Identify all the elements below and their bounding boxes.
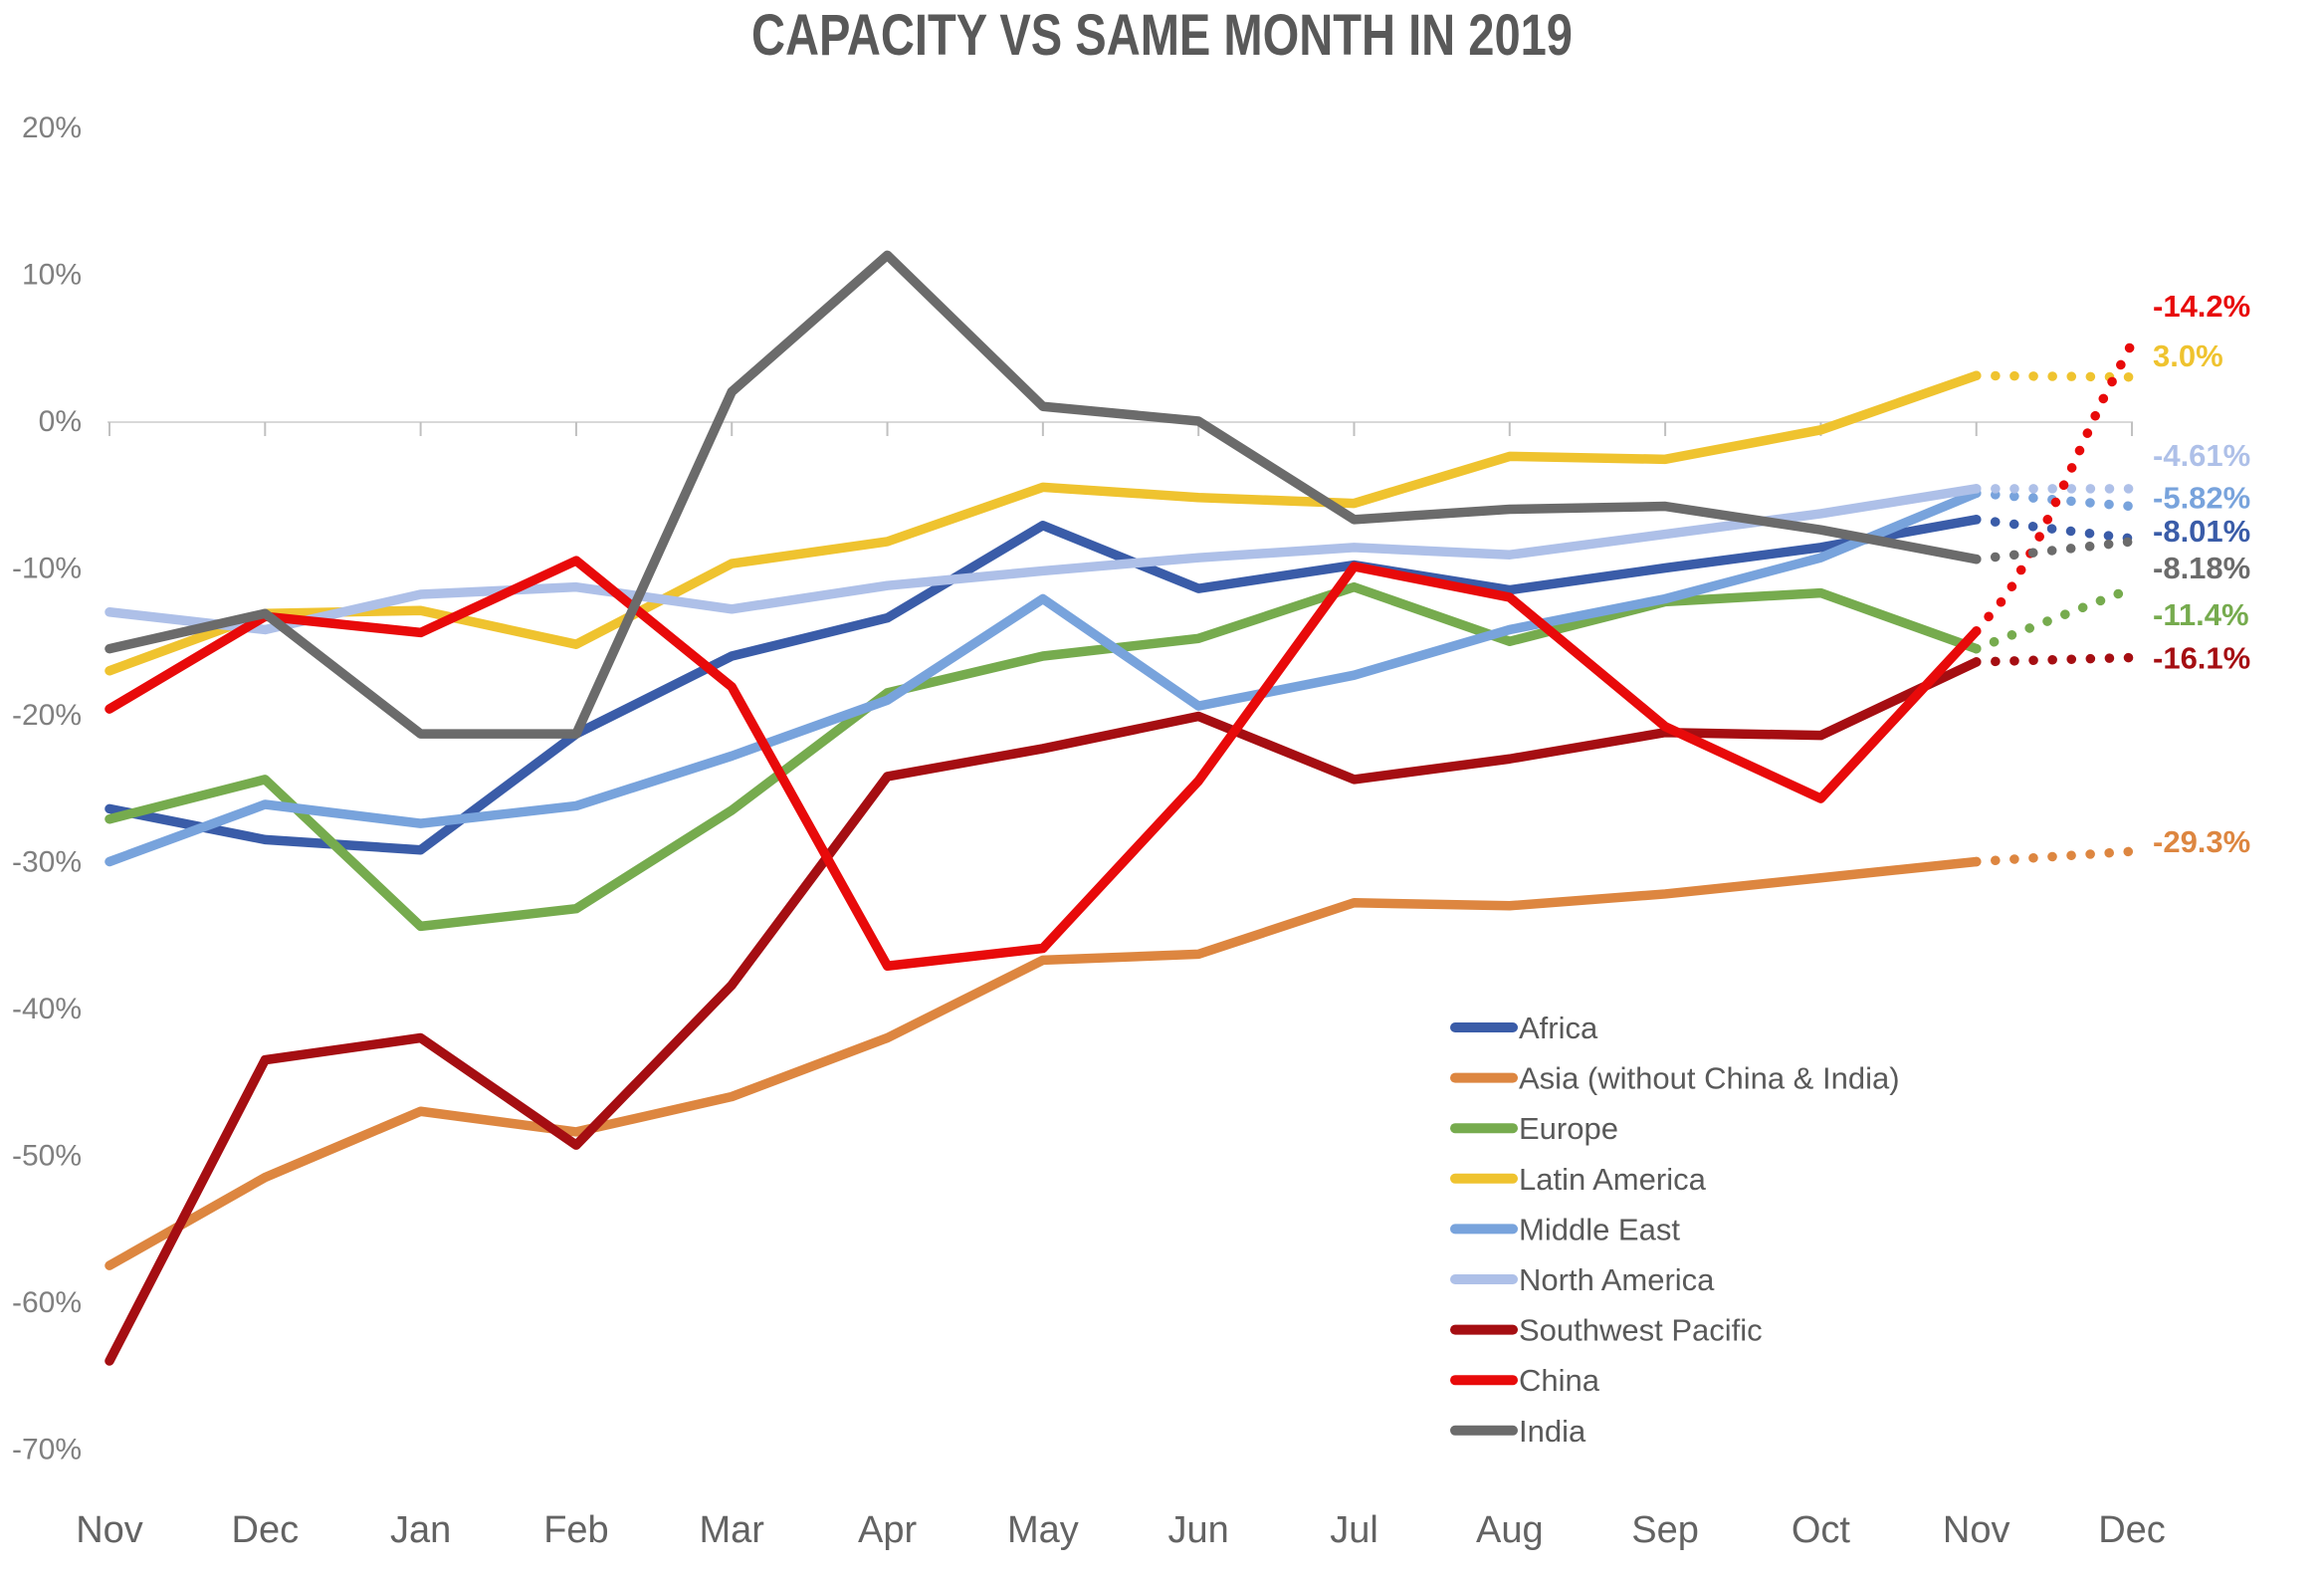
legend-label-north-america: North America (1519, 1262, 1715, 1297)
series-end-label-asia-without-china-india: -29.3% (2153, 824, 2250, 859)
series-forecast-southwest-pacific (1971, 652, 2137, 667)
x-axis-label: Jul (1330, 1509, 1378, 1551)
y-axis-label: 0% (39, 405, 82, 438)
series-end-label-middle-east: -5.82% (2153, 481, 2250, 516)
y-axis-label: 20% (22, 112, 82, 144)
series-line-africa (105, 515, 1982, 855)
x-axis-label: Feb (543, 1509, 608, 1551)
series-end-label-north-america: -4.61% (2153, 438, 2250, 473)
legend-label-southwest-pacific: Southwest Pacific (1519, 1313, 1763, 1348)
x-axis-label: Sep (1631, 1509, 1699, 1551)
series-line-southwest-pacific (105, 657, 1982, 1366)
series-line-europe (105, 581, 1982, 932)
x-axis-label: Nov (76, 1509, 143, 1551)
series-end-label-latin-america: 3.0% (2153, 338, 2223, 373)
y-axis-label: -60% (12, 1286, 82, 1319)
y-axis-label: -20% (12, 699, 82, 732)
series-line-north-america (105, 484, 1982, 635)
series-end-label-southwest-pacific: -16.1% (2153, 640, 2250, 675)
x-axis-label: Oct (1792, 1509, 1851, 1551)
x-axis-label: Aug (1476, 1509, 1544, 1551)
series-end-label-europe: -11.4% (2153, 597, 2249, 632)
legend-label-latin-america: Latin America (1519, 1162, 1707, 1197)
y-axis-label: 10% (22, 259, 82, 292)
x-axis-label: Apr (858, 1509, 917, 1551)
y-axis-label: -10% (12, 553, 82, 585)
y-axis-label: -30% (12, 846, 82, 879)
x-axis-label: May (1007, 1509, 1079, 1551)
x-axis-label: Jun (1168, 1509, 1229, 1551)
series-forecast-india (1971, 537, 2137, 564)
series-forecast-china (1971, 338, 2137, 636)
y-axis-label: -70% (12, 1434, 82, 1466)
x-axis-label: Dec (232, 1509, 300, 1551)
legend-label-china: China (1519, 1363, 1600, 1398)
x-axis-label: Nov (1943, 1509, 2010, 1551)
series-forecast-africa (1971, 515, 2137, 544)
x-axis-label: Dec (2098, 1509, 2166, 1551)
series-line-india (105, 250, 1982, 739)
legend-label-middle-east: Middle East (1519, 1212, 1680, 1246)
legend-label-asia-without-china-india: Asia (without China & India) (1519, 1061, 1900, 1096)
legend-label-africa: Africa (1519, 1011, 1598, 1045)
series-forecast-asia-without-china-india (1971, 846, 2137, 867)
series-line-china (105, 556, 1982, 971)
chart-title: CAPACITY VS SAME MONTH IN 2019 (751, 3, 1573, 68)
legend-label-india: India (1519, 1414, 1586, 1449)
series-line-middle-east (105, 488, 1982, 867)
series-end-label-africa: -8.01% (2153, 514, 2250, 549)
y-axis-label: -50% (12, 1140, 82, 1173)
series-end-label-india: -8.18% (2153, 551, 2250, 585)
series-end-label-china: -14.2% (2153, 289, 2250, 324)
series-line-asia-without-china-india (105, 856, 1982, 1270)
legend-label-europe: Europe (1519, 1111, 1618, 1146)
x-axis-label: Jan (390, 1509, 451, 1551)
series-forecast-latin-america (1971, 370, 2137, 382)
series-line-latin-america (105, 370, 1982, 676)
y-axis-label: -40% (12, 993, 82, 1025)
x-axis-label: Mar (700, 1509, 765, 1551)
